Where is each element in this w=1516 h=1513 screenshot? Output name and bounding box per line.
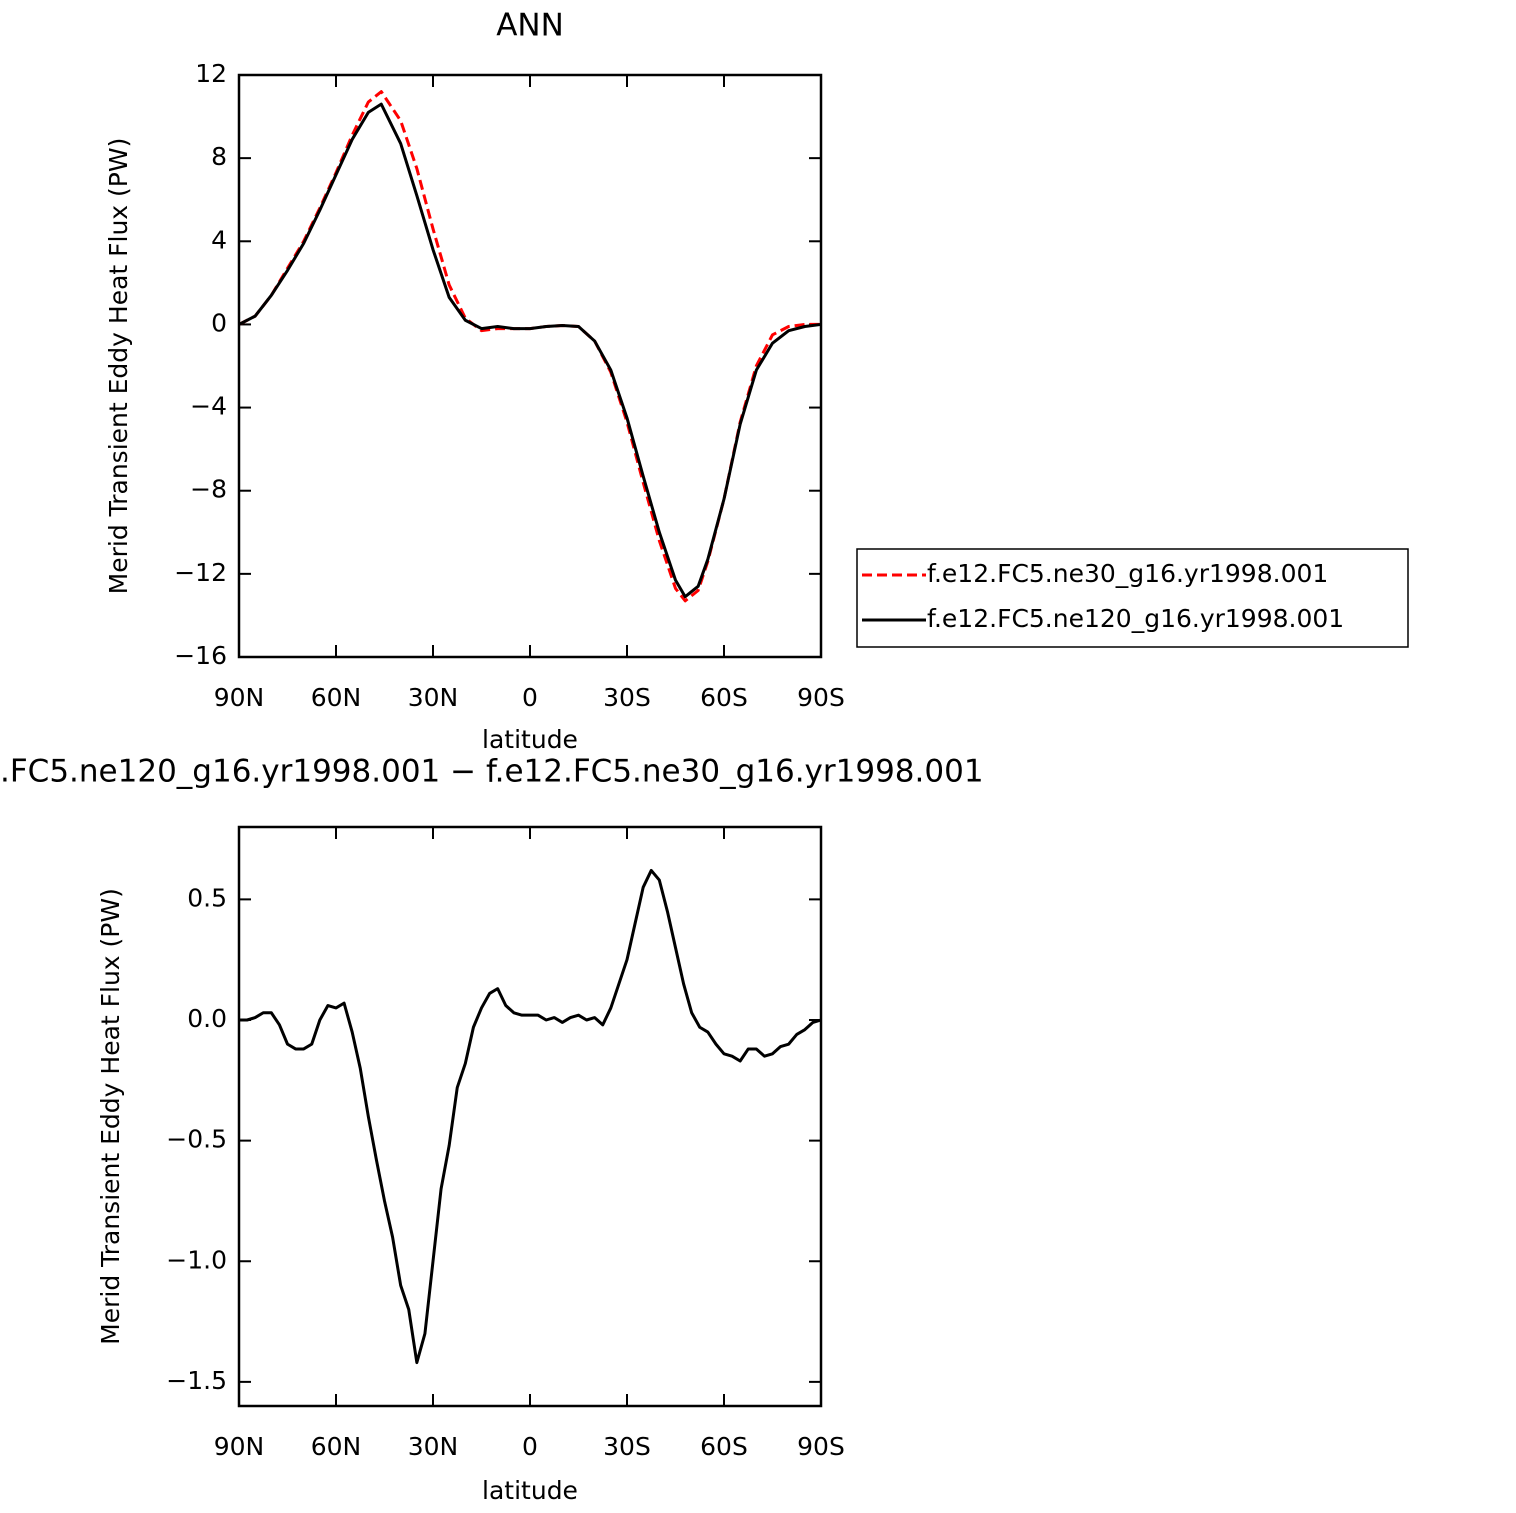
- x-tick-label: 90N: [214, 683, 265, 712]
- y-tick-label: 4: [211, 225, 227, 254]
- y-tick-label: 0: [211, 308, 227, 337]
- plot-frame: [237, 73, 823, 659]
- x-axis-label: latitude: [482, 725, 578, 754]
- data-line: [238, 102, 822, 599]
- chart-title: ANN: [496, 8, 564, 44]
- y-tick-label: −16: [174, 641, 227, 670]
- legend-box: [856, 548, 1409, 648]
- y-tick-label: −8: [190, 475, 227, 504]
- x-tick-label: 30N: [408, 683, 459, 712]
- x-tick-label: 0: [522, 683, 538, 712]
- x-tick-label: 30S: [603, 1432, 651, 1461]
- x-axis-label: latitude: [482, 1476, 578, 1505]
- y-tick-label: −1.5: [166, 1366, 227, 1395]
- y-tick-label: −1.0: [166, 1245, 227, 1274]
- plot-frame: [237, 825, 823, 1408]
- x-tick-label: 30N: [408, 1432, 459, 1461]
- legend-label: f.e12.FC5.ne30_g16.yr1998.001: [927, 559, 1328, 588]
- y-tick-label: −12: [174, 558, 227, 587]
- data-line: [239, 868, 822, 1365]
- x-tick-label: 60N: [311, 1432, 362, 1461]
- y-tick-label: 0.5: [187, 883, 227, 912]
- x-tick-label: 60N: [311, 683, 362, 712]
- x-tick-label: 90N: [214, 1432, 265, 1461]
- data-line: [238, 90, 821, 603]
- x-tick-label: 90S: [797, 1432, 845, 1461]
- x-tick-label: 0: [522, 1432, 538, 1461]
- y-tick-label: −4: [190, 392, 227, 421]
- y-tick-label: 0.0: [187, 1004, 227, 1033]
- y-tick-label: −0.5: [166, 1125, 227, 1154]
- y-tick-label: 12: [195, 59, 227, 88]
- legend-label: f.e12.FC5.ne120_g16.yr1998.001: [927, 604, 1344, 633]
- chart-title: .FC5.ne120_g16.yr1998.001 − f.e12.FC5.ne…: [0, 754, 984, 790]
- x-tick-label: 60S: [700, 683, 748, 712]
- y-axis-label: Merid Transient Eddy Heat Flux (PW): [104, 138, 133, 595]
- x-tick-label: 30S: [603, 683, 651, 712]
- y-tick-label: 8: [211, 142, 227, 171]
- x-tick-label: 90S: [797, 683, 845, 712]
- x-tick-label: 60S: [700, 1432, 748, 1461]
- y-axis-label: Merid Transient Eddy Heat Flux (PW): [96, 888, 125, 1345]
